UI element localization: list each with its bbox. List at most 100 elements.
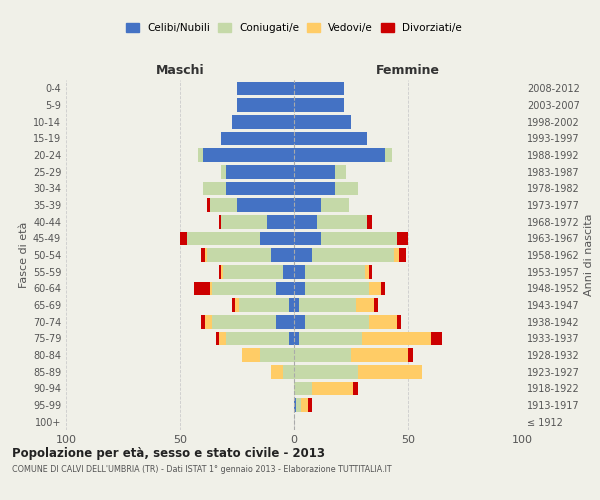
Bar: [294, 215, 317, 228]
Bar: [294, 132, 367, 145]
Bar: [221, 265, 223, 278]
Bar: [301, 398, 308, 412]
Bar: [312, 382, 353, 395]
Bar: [219, 215, 221, 228]
Bar: [232, 298, 235, 312]
Bar: [365, 265, 369, 278]
Bar: [305, 282, 369, 295]
Bar: [294, 332, 299, 345]
Bar: [209, 198, 237, 212]
Bar: [322, 198, 349, 212]
Bar: [294, 365, 358, 378]
Bar: [380, 282, 385, 295]
Bar: [294, 282, 305, 295]
Bar: [385, 148, 392, 162]
Bar: [242, 348, 260, 362]
Bar: [369, 315, 397, 328]
Bar: [237, 98, 294, 112]
Bar: [294, 182, 335, 195]
Bar: [221, 165, 226, 178]
Bar: [305, 265, 365, 278]
Text: Maschi: Maschi: [155, 64, 205, 76]
Bar: [260, 232, 294, 245]
Bar: [208, 248, 271, 262]
Bar: [289, 332, 294, 345]
Bar: [235, 298, 239, 312]
Bar: [237, 198, 294, 212]
Bar: [294, 232, 322, 245]
Bar: [397, 315, 401, 328]
Bar: [431, 332, 442, 345]
Bar: [226, 182, 294, 195]
Bar: [260, 348, 294, 362]
Bar: [317, 215, 367, 228]
Bar: [194, 282, 209, 295]
Bar: [305, 315, 369, 328]
Bar: [266, 215, 294, 228]
Bar: [294, 98, 344, 112]
Bar: [239, 298, 289, 312]
Bar: [294, 348, 351, 362]
Bar: [294, 115, 351, 128]
Text: Popolazione per età, sesso e stato civile - 2013: Popolazione per età, sesso e stato civil…: [12, 448, 325, 460]
Bar: [374, 298, 379, 312]
Bar: [294, 148, 385, 162]
Bar: [335, 165, 346, 178]
Bar: [394, 248, 399, 262]
Bar: [369, 282, 380, 295]
Bar: [351, 348, 408, 362]
Bar: [289, 298, 294, 312]
Bar: [356, 298, 374, 312]
Bar: [294, 382, 312, 395]
Bar: [226, 332, 289, 345]
Bar: [294, 398, 296, 412]
Bar: [271, 365, 283, 378]
Bar: [408, 348, 413, 362]
Text: COMUNE DI CALVI DELL'UMBRIA (TR) - Dati ISTAT 1° gennaio 2013 - Elaborazione TUT: COMUNE DI CALVI DELL'UMBRIA (TR) - Dati …: [12, 466, 392, 474]
Bar: [294, 82, 344, 95]
Bar: [294, 248, 312, 262]
Y-axis label: Anni di nascita: Anni di nascita: [584, 214, 594, 296]
Bar: [283, 265, 294, 278]
Bar: [200, 248, 205, 262]
Bar: [362, 332, 431, 345]
Bar: [299, 332, 362, 345]
Bar: [205, 248, 208, 262]
Bar: [237, 82, 294, 95]
Bar: [308, 398, 312, 412]
Bar: [209, 282, 212, 295]
Legend: Celibi/Nubili, Coniugati/e, Vedovi/e, Divorziati/e: Celibi/Nubili, Coniugati/e, Vedovi/e, Di…: [122, 18, 466, 38]
Bar: [335, 182, 358, 195]
Bar: [219, 332, 226, 345]
Bar: [312, 248, 394, 262]
Bar: [226, 165, 294, 178]
Bar: [205, 315, 212, 328]
Bar: [212, 315, 276, 328]
Bar: [358, 365, 422, 378]
Bar: [294, 165, 335, 178]
Bar: [200, 315, 205, 328]
Y-axis label: Fasce di età: Fasce di età: [19, 222, 29, 288]
Bar: [223, 265, 283, 278]
Bar: [294, 298, 299, 312]
Bar: [212, 282, 276, 295]
Bar: [271, 248, 294, 262]
Bar: [294, 198, 322, 212]
Bar: [180, 232, 187, 245]
Bar: [232, 115, 294, 128]
Bar: [276, 282, 294, 295]
Bar: [294, 265, 305, 278]
Bar: [208, 198, 209, 212]
Bar: [399, 248, 406, 262]
Bar: [221, 215, 266, 228]
Bar: [353, 382, 358, 395]
Bar: [276, 315, 294, 328]
Bar: [283, 365, 294, 378]
Bar: [367, 215, 371, 228]
Bar: [203, 182, 226, 195]
Bar: [294, 315, 305, 328]
Bar: [369, 265, 371, 278]
Bar: [221, 132, 294, 145]
Bar: [217, 332, 219, 345]
Bar: [296, 398, 301, 412]
